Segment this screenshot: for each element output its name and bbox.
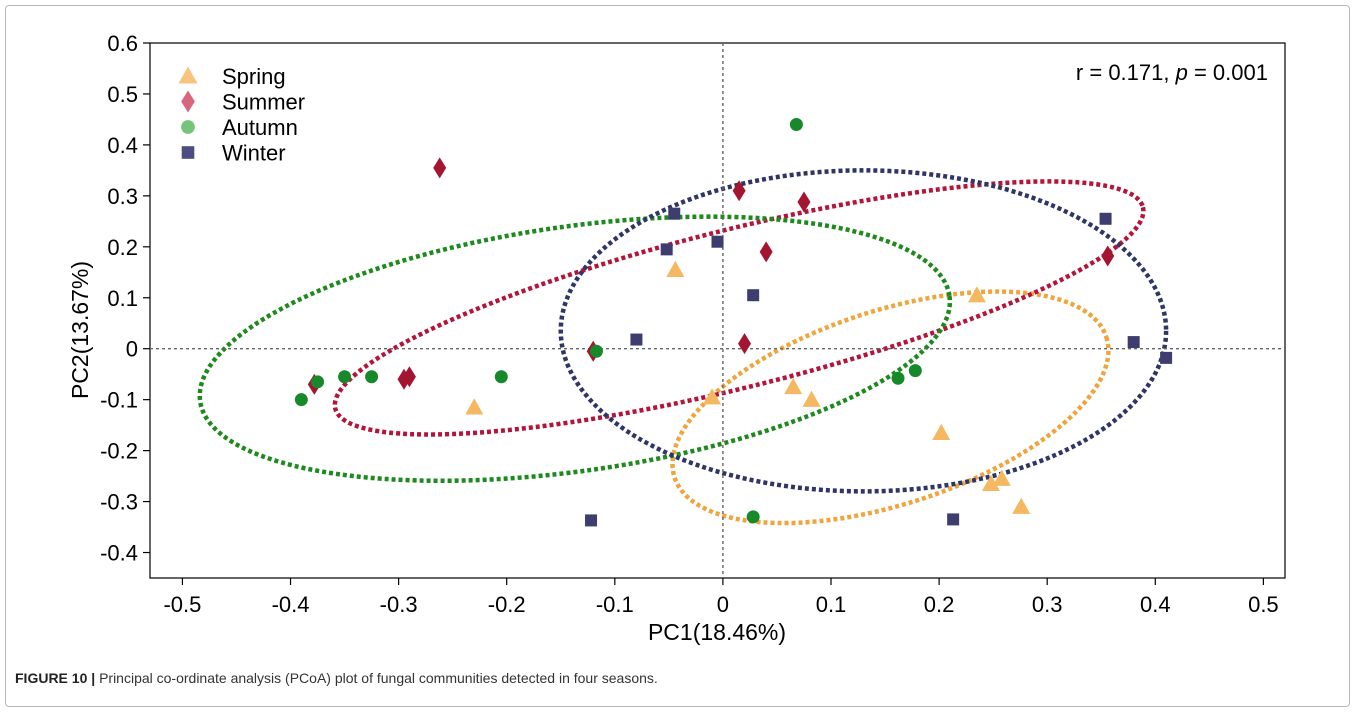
legend-spring-label: Spring xyxy=(222,64,286,89)
summer-point xyxy=(759,241,773,263)
winter-point xyxy=(747,289,760,302)
x-tick-label: -0.2 xyxy=(488,592,526,617)
x-tick-label: -0.4 xyxy=(272,592,310,617)
plot-area xyxy=(149,42,1286,579)
y-tick-label: -0.4 xyxy=(100,541,138,566)
spring-point xyxy=(703,388,722,405)
y-tick-label: 0.2 xyxy=(107,235,138,260)
winter-ellipse xyxy=(558,168,1169,494)
x-tick-label: -0.5 xyxy=(163,592,201,617)
legend-autumn-marker xyxy=(181,120,195,134)
winter-point xyxy=(1127,336,1140,349)
autumn-point xyxy=(789,118,803,132)
winter-point xyxy=(947,513,960,526)
autumn-ellipse xyxy=(197,214,953,484)
y-tick-label: 0.1 xyxy=(107,286,138,311)
winter-point xyxy=(630,333,643,346)
y-tick-label: 0.5 xyxy=(107,82,138,107)
pcoa-chart: -0.5 -0.4 -0.3 -0.2 -0.1 0 0.1 0.2 0.3 0.4 0.5 0.6… xyxy=(67,31,1286,645)
x-tick-label: 0.5 xyxy=(1248,592,1279,617)
spring-point xyxy=(465,398,484,415)
autumn-point xyxy=(589,344,603,358)
legend-winter-label: Winter xyxy=(222,141,286,166)
y-tick-label: -0.2 xyxy=(100,439,138,464)
autumn-point xyxy=(891,371,905,385)
autumn-point xyxy=(311,375,325,389)
y-tick-label: 0.4 xyxy=(107,133,138,158)
stat-annotation: r = 0.171, p = 0.001 xyxy=(1076,60,1268,85)
reference-lines xyxy=(150,43,1285,578)
autumn-point xyxy=(746,510,760,524)
spring-point xyxy=(666,260,685,277)
winter-point xyxy=(1099,212,1112,225)
y-axis: 0.6 0.5 0.4 0.3 0.2 0.1 0 -0.1 -0.2 -0.3 -0.4 xyxy=(100,31,150,566)
x-tick-label: 0.2 xyxy=(924,592,955,617)
x-tick-label: 0 xyxy=(717,592,729,617)
y-tick-label: -0.3 xyxy=(100,490,138,515)
winter-point xyxy=(668,207,681,220)
legend-summer-label: Summer xyxy=(222,90,305,115)
x-axis-title: PC1(18.46%) xyxy=(648,619,786,645)
summer-point xyxy=(732,180,746,202)
x-tick-label: -0.1 xyxy=(596,592,634,617)
x-tick-label: 0.1 xyxy=(816,592,847,617)
x-tick-label: -0.3 xyxy=(380,592,418,617)
autumn-point xyxy=(494,370,508,384)
spring-point xyxy=(932,423,951,440)
spring-point xyxy=(981,474,1000,491)
y-tick-label: -0.1 xyxy=(100,388,138,413)
summer-point xyxy=(397,368,411,390)
figure-caption: FIGURE 10 | Principal co-ordinate analys… xyxy=(15,670,658,686)
legend-autumn-label: Autumn xyxy=(222,115,298,140)
x-axis: -0.5 -0.4 -0.3 -0.2 -0.1 0 0.1 0.2 0.3 0.4 0.5 xyxy=(163,578,1279,617)
y-tick-label: 0.3 xyxy=(107,184,138,209)
figure-caption-text: Principal co-ordinate analysis (PCoA) pl… xyxy=(99,670,658,686)
legend-spring-marker xyxy=(178,66,198,84)
figure-caption-label: FIGURE 10 | xyxy=(15,670,96,686)
x-tick-label: 0.3 xyxy=(1032,592,1063,617)
winter-point xyxy=(1160,351,1173,364)
spring-ellipse xyxy=(670,289,1111,526)
y-axis-title: PC2(13.67%) xyxy=(67,261,93,399)
autumn-point xyxy=(338,370,352,384)
summer-point xyxy=(1101,245,1115,267)
y-tick-label: 0.6 xyxy=(107,31,138,56)
summer-point xyxy=(738,333,752,355)
summer-point xyxy=(797,191,811,213)
autumn-point xyxy=(908,364,922,378)
legend-summer-marker xyxy=(181,90,195,113)
spring-point xyxy=(967,286,986,303)
spring-point xyxy=(1012,497,1031,514)
points-layer xyxy=(294,118,1173,527)
stat-annotation-prefix: r = 0.171, xyxy=(1076,60,1176,85)
x-tick-label: 0.4 xyxy=(1140,592,1171,617)
summer-point xyxy=(433,157,447,179)
spring-point xyxy=(992,469,1011,486)
figure-frame xyxy=(5,5,1350,707)
spring-point xyxy=(784,377,803,395)
autumn-point xyxy=(294,393,308,407)
winter-point xyxy=(660,243,673,256)
stat-annotation-p: p xyxy=(1175,60,1188,85)
legend-winter-marker xyxy=(181,146,195,159)
y-tick-label: 0 xyxy=(126,337,138,362)
winter-point xyxy=(585,514,598,527)
autumn-point xyxy=(365,370,379,384)
stat-annotation-suffix: = 0.001 xyxy=(1188,60,1268,85)
spring-point xyxy=(802,390,821,407)
winter-point xyxy=(711,235,724,248)
